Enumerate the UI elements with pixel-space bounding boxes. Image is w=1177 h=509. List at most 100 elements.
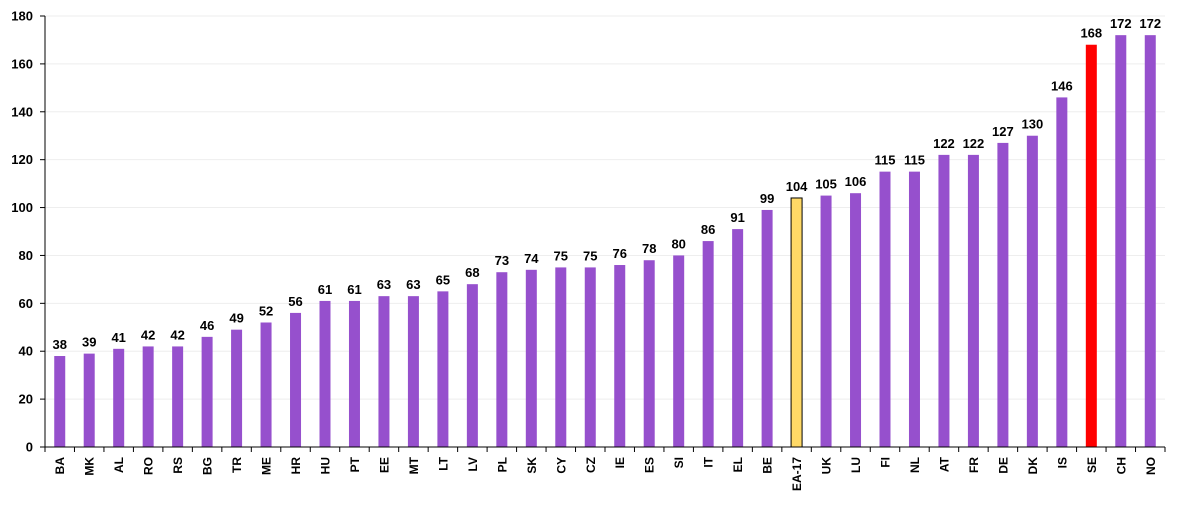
value-label: 42 xyxy=(141,327,155,342)
bar-ie xyxy=(614,265,626,447)
x-tick-label: EE xyxy=(377,457,391,473)
x-tick-label: MT xyxy=(407,456,421,474)
value-label: 65 xyxy=(436,272,450,287)
x-tick-label: PL xyxy=(495,457,509,472)
bar-nl xyxy=(908,171,920,447)
bar-lu xyxy=(850,193,862,447)
x-tick-label: CZ xyxy=(584,457,598,473)
x-tick-label: BE xyxy=(761,457,775,474)
bar-dk xyxy=(1026,135,1038,447)
bar-lt xyxy=(437,291,449,447)
x-tick-label: EA-17 xyxy=(790,457,804,491)
y-tick-label: 180 xyxy=(11,9,33,24)
value-label: 105 xyxy=(815,177,837,192)
value-label: 76 xyxy=(613,246,627,261)
value-label: 104 xyxy=(786,179,808,194)
bar-se xyxy=(1085,44,1097,447)
x-tick-label: SI xyxy=(672,457,686,468)
y-tick-label: 40 xyxy=(19,344,33,359)
value-label: 115 xyxy=(875,153,896,168)
bar-si xyxy=(673,255,685,447)
bar-cy xyxy=(555,267,567,447)
x-tick-label: IT xyxy=(702,456,716,467)
value-label: 75 xyxy=(554,248,568,263)
x-tick-label: SE xyxy=(1085,457,1099,473)
x-tick-label: BG xyxy=(201,457,215,475)
value-label: 49 xyxy=(229,311,243,326)
bar-ch xyxy=(1115,35,1127,448)
bar-mk xyxy=(83,353,95,447)
value-labels: 38 39 41 42 42 46 49 52 56 61 61 63 63 65 68 73 74 75 75 76… xyxy=(53,16,1162,352)
x-tick-label: ME xyxy=(260,457,274,475)
x-tick-label: LU xyxy=(849,457,863,473)
x-tick-label: FI xyxy=(879,457,893,468)
x-tick-label: NO xyxy=(1144,457,1158,475)
bar-rs xyxy=(172,346,184,447)
x-tick-label: LT xyxy=(436,456,450,470)
gridlines xyxy=(45,15,1165,400)
x-tick-label: IE xyxy=(613,457,627,468)
bar-be xyxy=(761,209,773,447)
x-tick-label: CH xyxy=(1114,457,1128,474)
bar-ee xyxy=(378,296,390,447)
bar-ro xyxy=(142,346,154,447)
x-tick-label: LV xyxy=(466,457,480,471)
value-label: 46 xyxy=(200,318,214,333)
value-label: 86 xyxy=(701,222,715,237)
value-label: 63 xyxy=(377,277,391,292)
value-label: 73 xyxy=(495,253,509,268)
value-label: 80 xyxy=(671,236,685,251)
value-label: 38 xyxy=(53,337,67,352)
x-axis: BA MK AL RO RS BG TR ME HR HU PT EE MT LT LV PL SK CY CZ IE… xyxy=(44,446,1166,491)
value-label: 56 xyxy=(288,294,302,309)
x-tick-label: HU xyxy=(319,457,333,474)
y-tick-label: 0 xyxy=(26,440,33,455)
bar-cz xyxy=(584,267,596,447)
value-label: 61 xyxy=(347,282,361,297)
bar-el xyxy=(732,229,744,447)
bar-uk xyxy=(820,195,832,447)
bars xyxy=(54,35,1156,448)
y-tick-label: 20 xyxy=(19,392,33,407)
value-label: 172 xyxy=(1110,16,1132,31)
value-label: 106 xyxy=(845,174,867,189)
x-tick-label: NL xyxy=(908,457,922,473)
x-tick-label: DK xyxy=(1026,457,1040,475)
y-tick-label: 160 xyxy=(11,56,33,71)
x-tick-label: AT xyxy=(937,456,951,472)
y-axis: 0 20 40 60 80 100 120 140 160 180 xyxy=(11,9,46,455)
x-tick-label: UK xyxy=(820,457,834,475)
bar-pt xyxy=(348,300,360,447)
value-label: 52 xyxy=(259,303,273,318)
bar-at xyxy=(938,154,950,447)
x-tick-label: RS xyxy=(171,457,185,474)
value-label: 75 xyxy=(583,248,597,263)
bar-me xyxy=(260,322,272,447)
bar-pl xyxy=(496,272,508,447)
y-tick-label: 60 xyxy=(19,296,33,311)
bar-es xyxy=(643,260,655,447)
x-tick-label: SK xyxy=(525,457,539,474)
y-tick-label: 80 xyxy=(19,248,33,263)
y-tick-label: 140 xyxy=(11,104,33,119)
bar-de xyxy=(997,142,1009,447)
value-label: 63 xyxy=(406,277,420,292)
x-tick-label: ES xyxy=(643,457,657,473)
value-label: 146 xyxy=(1051,78,1073,93)
value-label: 122 xyxy=(933,136,955,151)
value-label: 68 xyxy=(465,265,479,280)
bar-fi xyxy=(879,171,891,447)
value-label: 115 xyxy=(904,153,925,168)
value-label: 39 xyxy=(82,335,96,350)
bar-lv xyxy=(466,284,478,447)
bar-hr xyxy=(290,312,302,447)
x-tick-label: MK xyxy=(83,457,97,476)
x-tick-label: TR xyxy=(230,457,244,473)
value-label: 130 xyxy=(1022,117,1044,132)
value-label: 172 xyxy=(1139,16,1161,31)
y-tick-label: 120 xyxy=(11,152,33,167)
value-label: 91 xyxy=(730,210,744,225)
value-label: 127 xyxy=(992,124,1014,139)
x-tick-label: EL xyxy=(731,457,745,472)
